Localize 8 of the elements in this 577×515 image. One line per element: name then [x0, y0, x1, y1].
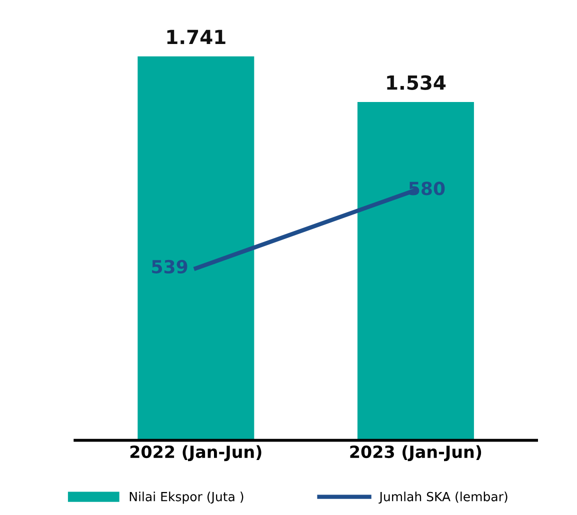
- data-label: 539: [152, 260, 188, 274]
- legend-label: Jumlah SKA (lembar): [378, 492, 508, 504]
- legend-label: Nilai Ekspor (Juta ): [130, 492, 244, 504]
- data-label: 1.534: [387, 75, 446, 90]
- x-tick-label: 2023 (Jan-Jun): [350, 445, 482, 462]
- data-label: 580: [409, 182, 445, 196]
- data-label: 1.741: [167, 30, 226, 44]
- x-tick-label: 2022 (Jan-Jun): [130, 445, 262, 462]
